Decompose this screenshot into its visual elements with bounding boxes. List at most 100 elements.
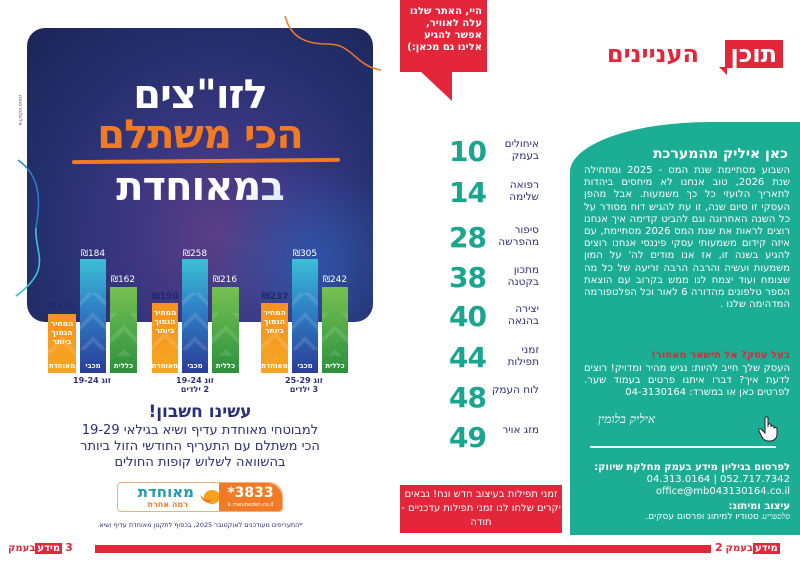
decorative-blue-curve [15,159,41,297]
index-label: מתכון בקטנה [507,264,539,288]
bar-name: מכבי [85,362,101,370]
index-page: 40 [449,300,487,333]
website-speech-bubble: היי, האתר שלנו עלה לאוויר, אפשר להגיע אל… [400,0,487,72]
divider [590,446,776,448]
bar-name: מאוחדת [261,362,288,370]
index-item[interactable]: 28 סיפור מהפרשה [440,221,540,255]
index-item[interactable]: 14 רפואה שלימה [440,176,540,210]
index-page: 14 [449,176,487,209]
editor-title: כאן איליק מהמערכת [652,146,788,162]
value-label: ₪237 [261,292,289,302]
design-brand: סלספרינג [761,512,790,521]
bar-maccabi-group2: מכבי [182,259,208,373]
index-item[interactable]: 10 איחולים בעמק [440,135,540,169]
group-label: זוג 25-29 3 ילדים [285,376,323,394]
calc-line: למבוטחי מאוחדת עדיף ושיא בגילאי 19-29 [81,423,319,438]
bar-name: מאוחדת [48,362,76,370]
index-label: איחולים בעמק [504,138,539,162]
poster-panel: לזו"צים הכי משתלם במאוחדת [27,28,373,322]
calc-text: למבוטחי מאוחדת עדיף ושיא בגילאי 19-29 הכ… [27,423,373,471]
bar-maccabi-group3: מכבי [292,259,318,373]
index-page: 49 [449,421,487,454]
decorative-orange-curve [284,15,382,71]
page-number: 2 [715,541,723,554]
prayer-times-notice: זמני תפילות בעיצוב חדש ונח! גבאים יקרים … [400,485,562,533]
bubble-text: היי, האתר שלנו עלה לאוויר, אפשר להגיע אל… [407,6,482,53]
footer-logo-boxed: מידע [753,543,780,554]
index-page: 48 [449,381,487,414]
footer-logo-right: מידעבעמק2 [712,541,780,555]
index-page: 44 [449,341,487,374]
value-label: ₪184 [80,249,106,259]
group-label: זוג 19-24 [73,376,111,385]
phone-badge: *3833 k.meuhedet.co.il [219,483,282,511]
hand-pointer-icon [758,416,778,442]
footer-logo-plain: בעמק [8,543,36,554]
index-item[interactable]: 38 מתכון בקטנה [440,261,540,295]
index-item[interactable]: 49 מזג אויר [440,421,540,455]
index-page: 10 [449,135,487,168]
index-item[interactable]: 48 לוח העמק [440,381,540,415]
cta-title: בעל עסק? אל תישאר מאחור! [651,350,790,361]
calc-line: הכי משתלם עם התעריף החודשי הזול ביותר [80,439,320,454]
bar-clalit-group1: כללית [110,287,137,373]
cta-body: העסק שלך חייב להיות: נגיש מהיר ומדויק! ר… [584,363,790,399]
footnote: *התעריפים מעודכנים לאוקטובר 2025, בכפוף … [97,521,303,529]
meuhedet-logo[interactable]: מאוחדת רמה אחרת *3833 k.meuhedet.co.il [117,482,283,512]
site-url: k.meuhedet.co.il [227,502,274,508]
toc-logo-tail [719,67,727,75]
design-text: סטודיו למיתוג ופרסום עסקים. [645,512,759,522]
bar-name: כללית [113,362,134,370]
advertising-title: לפרסום בגיליון מידע בעמק מחלקת שיווק: [594,462,790,473]
design-credit: סלספרינג סטודיו למיתוג ופרסום עסקים. [645,512,790,522]
index-label: רפואה שלימה [509,179,539,203]
editor-body: השבוע מסתיימת שנת המס - 2025 ומתחילה שנת… [584,165,791,311]
brand-name: מאוחדת [137,483,194,501]
index-page: 38 [449,261,487,294]
credit-text: צילום/פרסומת [17,95,23,126]
signature: איליק בלומין [598,412,656,426]
bar-name: כללית [325,362,345,370]
phone-number: *3833 [227,485,274,501]
value-label: ₪216 [212,275,238,285]
group-label: זוג 19-24 2 ילדים [176,376,214,394]
poster-title-line2: הכי משתלם [97,112,304,158]
advertising-phones: 04.313.0164 | 052.717.7342 [646,474,790,485]
brand-block: מאוחדת רמה אחרת [122,483,194,511]
value-label: ₪162 [110,275,136,285]
footer-logo-left: 3מידעבעמק [8,541,76,555]
index-item[interactable]: 40 יצירה בהנאה [440,300,540,334]
meuhedet-mark-icon [200,490,220,504]
bar-note: המחיר הנמוך ביותר [263,308,286,335]
bar-meuhedet-group3: המחיר הנמוך ביותר מאוחדת [261,303,288,373]
poster-title-line3: במאוחדת [116,164,285,210]
editor-panel: כאן איליק מהמערכת השבוע מסתיימת שנת המס … [570,122,800,535]
footer-logo-plain: בעמק [725,543,754,554]
design-title: עיצוב ומיתוג: [728,501,791,512]
value-label: ₪130 [48,302,76,312]
calc-title: עשינו חשבון! [148,402,252,422]
bar-name: מכבי [297,362,313,370]
bar-note: המחיר הנמוך ביותר [50,319,74,346]
bar-name: מאוחדת [152,362,178,370]
index-item[interactable]: 44 זמני תפילות [440,341,540,375]
poster-title-line1: לזו"צים [133,72,268,118]
bar-meuhedet-group2: המחיר הנמוך ביותר מאוחדת [152,303,178,373]
bar-name: מכבי [187,362,203,370]
photo-credit: צילום/פרסומת [15,86,23,126]
bar-note: המחיר הנמוך ביותר [153,308,177,335]
index-page: 28 [449,221,487,254]
index-label: מזג אויר [502,424,539,436]
calc-line: בהשוואה לשלוש קופות החולים [114,455,286,470]
index-label: סיפור מהפרשה [498,224,539,248]
value-label: ₪258 [182,249,208,259]
bar-name: כללית [215,362,236,370]
toc-logo-text: העניינים [606,40,699,68]
value-label: ₪305 [292,249,318,259]
index-label: יצירה בהנאה [507,303,539,327]
advertising-email[interactable]: office@mb043130164.co.il [655,486,790,497]
page-number: 3 [65,541,73,554]
value-label: ₪190 [151,292,179,302]
bar-clalit-group3: כללית [322,287,348,373]
value-label: ₪242 [322,275,348,285]
